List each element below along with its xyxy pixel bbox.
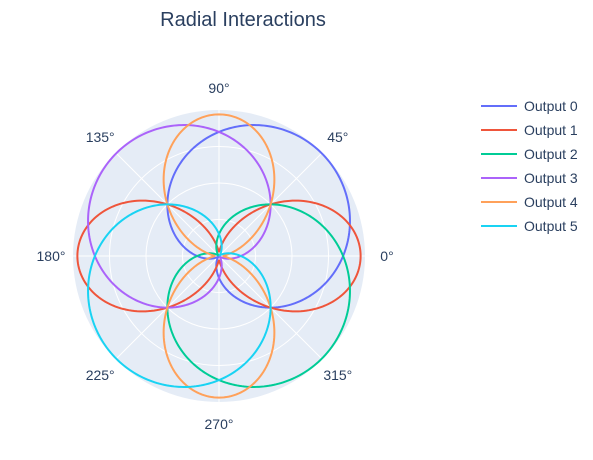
legend-item-output-5[interactable]: Output 5	[481, 218, 578, 234]
legend-label: Output 5	[524, 218, 578, 234]
legend-label: Output 2	[524, 146, 578, 162]
legend-item-output-0[interactable]: Output 0	[481, 98, 578, 114]
legend-item-output-1[interactable]: Output 1	[481, 122, 578, 138]
series-line-output-2	[166, 203, 351, 388]
chart-title: Radial Interactions	[160, 9, 326, 31]
legend[interactable]: Output 0 Output 1 Output 2 Output 3 Output 4…	[481, 98, 578, 234]
angular-tick-label-270: 270°	[205, 416, 234, 432]
legend-item-output-2[interactable]: Output 2	[481, 146, 578, 162]
angular-tick-label-0: 0°	[380, 248, 393, 264]
angular-tick-label-315: 315°	[323, 367, 352, 383]
legend-item-output-3[interactable]: Output 3	[481, 170, 578, 186]
series-line-output-1	[76, 199, 362, 313]
legend-label: Output 4	[524, 194, 578, 210]
series-line-output-4	[162, 113, 276, 399]
legend-label: Output 0	[524, 98, 578, 114]
angular-tick-label-225: 225°	[86, 367, 115, 383]
polar-plot-area: 0° 45° 90° 135° 180° 225° 270° 315°	[37, 80, 394, 432]
series-lines	[76, 113, 362, 399]
angular-tick-label-90: 90°	[208, 80, 229, 96]
angular-tick-label-135: 135°	[86, 129, 115, 145]
legend-item-output-4[interactable]: Output 4	[481, 194, 578, 210]
legend-label: Output 1	[524, 122, 578, 138]
legend-label: Output 3	[524, 170, 578, 186]
angular-tick-label-180: 180°	[37, 248, 66, 264]
angular-tick-label-45: 45°	[327, 129, 348, 145]
series-line-output-5	[87, 203, 272, 388]
angular-tick-labels: 0° 45° 90° 135° 180° 225° 270° 315°	[37, 80, 394, 432]
